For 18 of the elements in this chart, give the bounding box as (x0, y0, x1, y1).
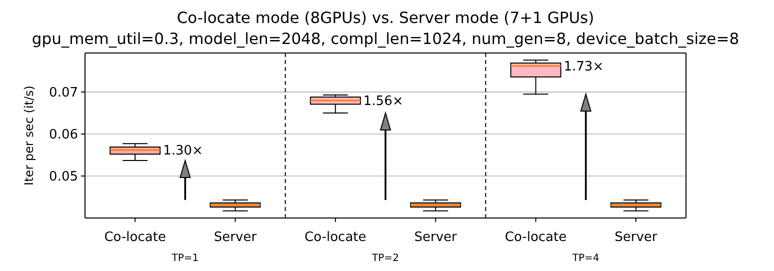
x-tick-label: Co-locate (504, 230, 567, 245)
annotation: 1.30× (163, 144, 203, 159)
x-axis-title: TP=1 (170, 253, 199, 264)
x-tick-label: Server (214, 230, 258, 245)
x-tick-label: Server (614, 230, 658, 245)
x-tick-label: Server (414, 230, 458, 245)
annotation: 1.56× (363, 94, 404, 109)
y-tick-label: 0.06 (49, 128, 78, 143)
x-tick-label: Co-locate (104, 230, 166, 245)
y-tick-label: 0.07 (49, 86, 78, 101)
text: gpu_mem_util=0.3, model_len=2048, compl_len=1024, num_gen=8, device_batch_size=8 (32, 30, 740, 48)
annotation: 1.73× (564, 60, 604, 75)
y-axis-title: Iter per sec (it/s) (22, 86, 36, 186)
x-axis-title: TP=4 (571, 253, 600, 264)
y-tick-label: 0.05 (49, 170, 78, 185)
x-axis-title: TP=2 (371, 253, 399, 264)
x-tick-label: Co-locate (304, 230, 366, 245)
text: Co-locate mode (8GPUs) vs. Server mode (7+1 GPUs) (176, 9, 594, 27)
